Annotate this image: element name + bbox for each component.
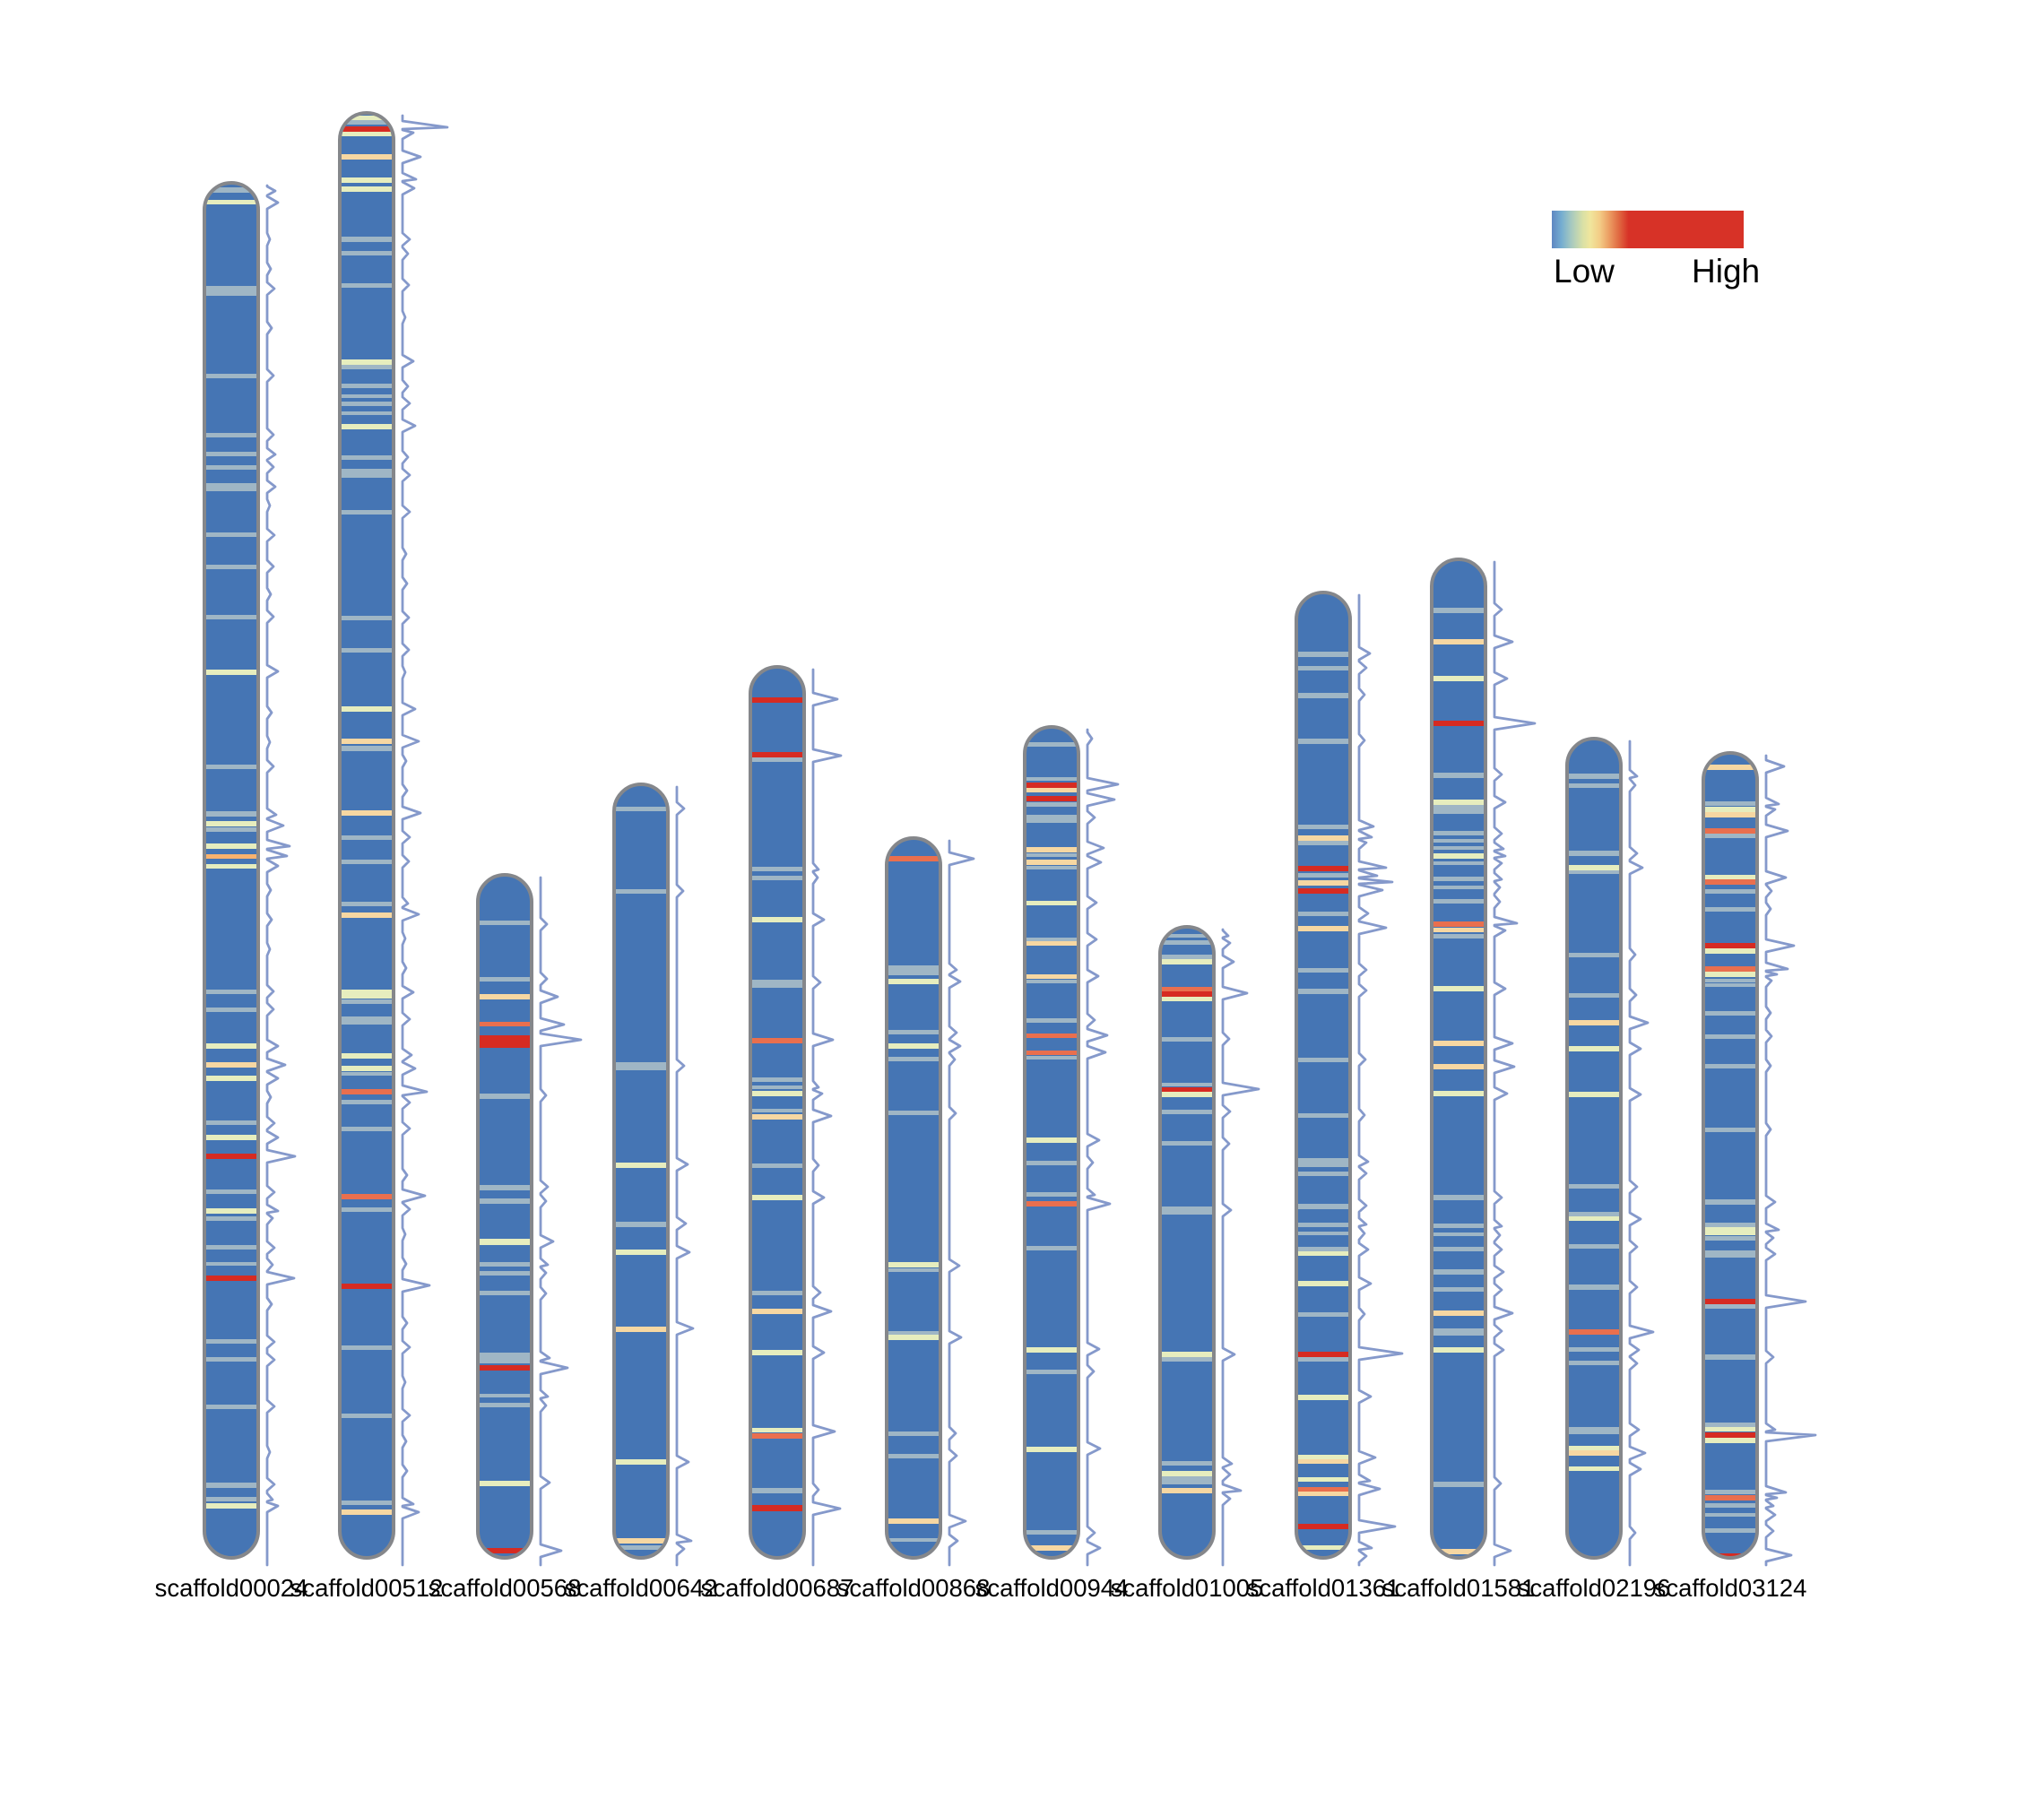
svg-text:scaffold01005: scaffold01005 (1111, 1574, 1264, 1602)
svg-text:scaffold01581: scaffold01581 (1382, 1574, 1536, 1602)
svg-text:scaffold00024: scaffold00024 (155, 1574, 308, 1602)
svg-text:scaffold00687: scaffold00687 (701, 1574, 854, 1602)
svg-text:scaffold02196: scaffold02196 (1518, 1574, 1671, 1602)
svg-text:High: High (1692, 253, 1760, 290)
svg-text:scaffold00512: scaffold00512 (290, 1574, 444, 1602)
svg-text:scaffold01361: scaffold01361 (1247, 1574, 1400, 1602)
svg-text:Low: Low (1554, 253, 1615, 290)
svg-text:scaffold00568: scaffold00568 (429, 1574, 582, 1602)
svg-text:scaffold00642: scaffold00642 (565, 1574, 718, 1602)
svg-text:scaffold00944: scaffold00944 (975, 1574, 1129, 1602)
svg-text:scaffold00868: scaffold00868 (837, 1574, 991, 1602)
svg-text:scaffold03124: scaffold03124 (1654, 1574, 1807, 1602)
